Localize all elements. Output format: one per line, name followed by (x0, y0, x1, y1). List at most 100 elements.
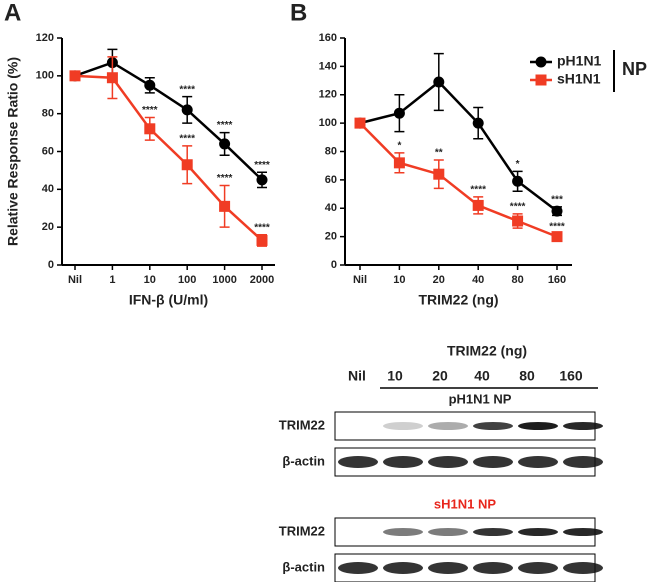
blot-header: TRIM22 (ng) (447, 343, 527, 359)
y-tick-label: 80 (42, 108, 54, 120)
lane-label: 40 (474, 368, 490, 384)
x-axis-title: IFN-β (U/ml) (129, 292, 208, 308)
blot-band (383, 456, 423, 468)
significance-label: **** (254, 222, 270, 233)
x-tick-label: 1000 (212, 274, 236, 286)
blot-band (383, 562, 423, 574)
blot-row-label: β-actin (282, 559, 325, 574)
x-tick-label: 80 (511, 274, 523, 286)
blot-band (428, 456, 468, 468)
marker (512, 175, 524, 187)
significance-label: **** (217, 173, 233, 184)
significance-label: **** (470, 185, 486, 196)
blot-band (518, 456, 558, 468)
marker (472, 199, 484, 211)
blot-row-label: TRIM22 (279, 523, 325, 538)
blot-band (338, 456, 378, 468)
blot-band (428, 562, 468, 574)
panel-letter: B (290, 0, 307, 26)
y-tick-label: 160 (319, 32, 337, 44)
blot-band (518, 528, 558, 536)
significance-label: **** (179, 84, 195, 95)
marker (256, 234, 268, 246)
marker (219, 200, 231, 212)
legend-label: pH1N1 (557, 53, 602, 69)
y-tick-label: 40 (42, 183, 54, 195)
marker (512, 215, 524, 227)
marker (106, 72, 118, 84)
x-tick-label: Nil (68, 274, 82, 286)
marker (472, 117, 484, 129)
x-tick-label: 40 (472, 274, 484, 286)
blot-row-label: TRIM22 (279, 417, 325, 432)
significance-label: **** (254, 160, 270, 171)
series-line (74, 61, 263, 181)
y-tick-label: 20 (42, 221, 54, 233)
y-tick-label: 120 (36, 32, 54, 44)
y-tick-label: 100 (36, 70, 54, 82)
marker (256, 174, 268, 186)
marker (433, 76, 445, 88)
marker (181, 159, 193, 171)
legend-marker (535, 74, 547, 86)
y-tick-label: 40 (325, 202, 337, 214)
marker (144, 79, 156, 91)
blot-band (383, 528, 423, 536)
x-axis-title: TRIM22 (ng) (418, 292, 498, 308)
legend-group-label: NP (622, 59, 647, 79)
blot-band (563, 422, 603, 430)
x-tick-label: 160 (548, 274, 566, 286)
blot-band (518, 562, 558, 574)
significance-label: **** (510, 202, 526, 213)
blot-band (383, 422, 423, 430)
y-tick-label: 140 (319, 60, 337, 72)
series-line (359, 122, 558, 238)
marker (69, 70, 81, 82)
lane-label: 80 (519, 368, 535, 384)
y-tick-label: 100 (319, 117, 337, 129)
blot-band (473, 528, 513, 536)
significance-label: **** (179, 133, 195, 144)
y-tick-label: 120 (319, 89, 337, 101)
y-axis-title: Relative Response Ratio (%) (5, 57, 21, 246)
y-tick-label: 60 (325, 174, 337, 186)
y-tick-label: 20 (325, 231, 337, 243)
marker (181, 104, 193, 116)
legend-marker (535, 56, 547, 68)
significance-label: * (516, 159, 520, 170)
blot-row-label: β-actin (282, 453, 325, 468)
marker (393, 157, 405, 169)
lane-label: 10 (387, 368, 403, 384)
significance-label: * (397, 141, 401, 152)
blot-band (428, 422, 468, 430)
y-tick-label: 0 (331, 259, 337, 271)
lane-label: Nil (348, 368, 366, 384)
marker (551, 205, 563, 217)
significance-label: ** (435, 148, 443, 159)
y-tick-label: 60 (42, 145, 54, 157)
x-tick-label: 100 (178, 274, 196, 286)
blot-band (563, 456, 603, 468)
legend-label: sH1N1 (557, 71, 601, 87)
lane-label: 160 (559, 368, 583, 384)
blot-band (338, 562, 378, 574)
x-tick-label: 1 (109, 274, 115, 286)
marker (354, 117, 366, 129)
blot-band (563, 562, 603, 574)
significance-label: **** (217, 120, 233, 131)
marker (144, 123, 156, 135)
blot-panel-title: sH1N1 NP (434, 496, 496, 511)
significance-label: **** (142, 105, 158, 116)
series-line (74, 74, 263, 242)
blot-band (428, 528, 468, 536)
significance-label: **** (549, 221, 565, 232)
marker (219, 138, 231, 150)
y-tick-label: 0 (48, 259, 54, 271)
blot-band (473, 456, 513, 468)
significance-label: *** (551, 194, 563, 205)
blot-panel-title: pH1N1 NP (449, 391, 512, 406)
blot-band (563, 528, 603, 536)
x-tick-label: 10 (144, 274, 156, 286)
y-tick-label: 80 (325, 145, 337, 157)
